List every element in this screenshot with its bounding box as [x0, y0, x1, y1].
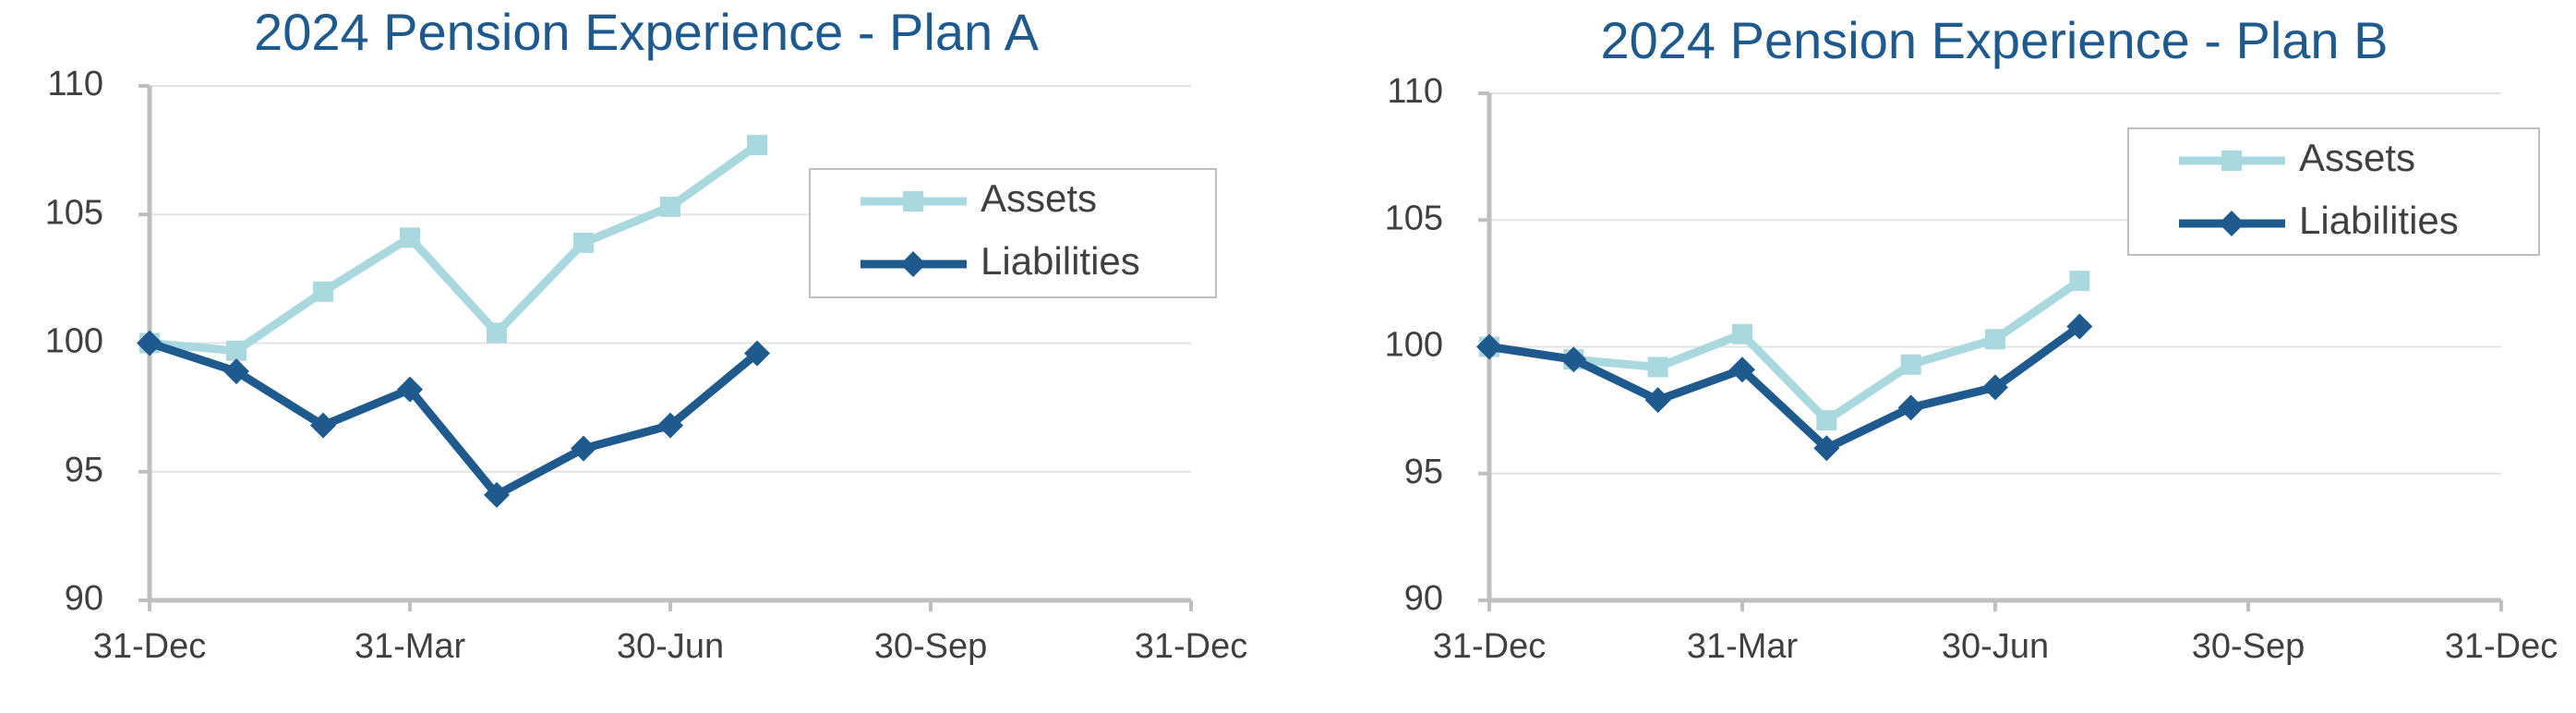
marker — [660, 196, 680, 217]
x-tick-label: 30-Jun — [1942, 627, 2049, 666]
marker — [137, 330, 163, 356]
marker — [1732, 323, 1752, 344]
x-tick-label: 31-Dec — [93, 627, 207, 666]
marker — [310, 412, 336, 439]
chart: 2024 Pension Experience - Plan B 90 95 100 1… — [1385, 11, 2558, 666]
marker — [903, 191, 923, 211]
x-tick-label: 30-Jun — [617, 627, 724, 666]
marker — [1476, 333, 1502, 360]
legend-box — [2127, 127, 2540, 256]
marker — [2219, 211, 2245, 236]
marker — [744, 340, 770, 367]
marker — [400, 227, 420, 248]
series-line — [1488, 277, 2082, 425]
marker — [573, 232, 594, 253]
marker — [313, 281, 333, 302]
x-tick-label: 31-Mar — [355, 627, 466, 666]
marker — [657, 412, 683, 439]
marker — [747, 135, 767, 156]
legend-box — [809, 168, 1217, 298]
marker — [226, 340, 247, 361]
marker — [1900, 354, 1921, 375]
marker — [223, 358, 249, 385]
x-tick-label: 31-Dec — [2445, 627, 2558, 666]
y-tick-label: 110 — [47, 65, 103, 103]
y-tick-label: 110 — [1387, 72, 1443, 111]
marker — [571, 435, 596, 462]
marker — [487, 322, 507, 344]
legend-label: Liabilities — [2299, 199, 2459, 242]
marker — [1813, 435, 1840, 462]
x-tick-label: 31-Dec — [1135, 627, 1248, 666]
y-tick-label: 105 — [1385, 199, 1443, 237]
marker — [1647, 356, 1668, 378]
y-tick-label: 105 — [45, 193, 103, 232]
marker — [1729, 356, 1755, 383]
marker — [1897, 394, 1924, 421]
marker — [1560, 346, 1587, 373]
x-tick-label: 31-Dec — [1433, 627, 1547, 666]
marker — [1644, 387, 1671, 414]
marker — [484, 481, 510, 508]
marker — [1985, 329, 2005, 350]
marker — [2066, 313, 2093, 340]
y-tick-label: 100 — [1385, 326, 1443, 365]
chart-title: 2024 Pension Experience - Plan A — [254, 3, 1040, 61]
marker — [1816, 410, 1837, 431]
y-tick-label: 95 — [65, 451, 103, 489]
legend-label: Assets — [981, 176, 1097, 220]
chart: 2024 Pension Experience - Plan A 90 95 100 1… — [45, 3, 1248, 666]
series-line — [148, 339, 760, 500]
series-line — [1488, 322, 2082, 453]
marker — [397, 376, 423, 403]
marker — [1982, 374, 2008, 401]
y-tick-label: 90 — [1404, 579, 1443, 618]
x-tick-label: 31-Mar — [1687, 627, 1799, 666]
marker — [2069, 271, 2090, 292]
x-tick-label: 30-Sep — [2192, 627, 2305, 666]
x-tick-label: 30-Sep — [874, 627, 988, 666]
legend-label: Liabilities — [981, 239, 1140, 283]
y-tick-label: 90 — [65, 579, 103, 618]
legend-label: Assets — [2299, 136, 2415, 179]
marker — [900, 251, 926, 277]
marker — [2221, 151, 2242, 171]
y-tick-label: 100 — [45, 322, 103, 361]
series-line — [149, 141, 760, 356]
y-tick-label: 95 — [1404, 453, 1443, 491]
chart-title: 2024 Pension Experience - Plan B — [1601, 11, 2389, 69]
